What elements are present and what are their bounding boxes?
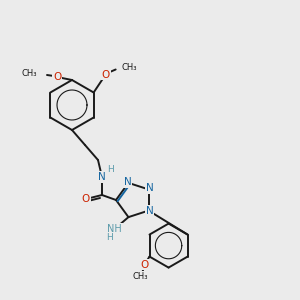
Text: O: O [101,70,110,80]
Text: CH₃: CH₃ [133,272,148,281]
Text: H: H [108,166,114,175]
Text: N: N [98,172,106,182]
Text: N: N [124,177,131,187]
Text: NH: NH [107,224,122,234]
Text: H: H [106,232,113,242]
Text: O: O [140,260,148,270]
Text: O: O [82,194,90,204]
Text: CH₃: CH₃ [22,70,37,79]
Text: O: O [53,72,61,82]
Text: CH₃: CH₃ [122,63,137,72]
Text: N: N [146,206,153,216]
Text: N: N [146,183,153,194]
